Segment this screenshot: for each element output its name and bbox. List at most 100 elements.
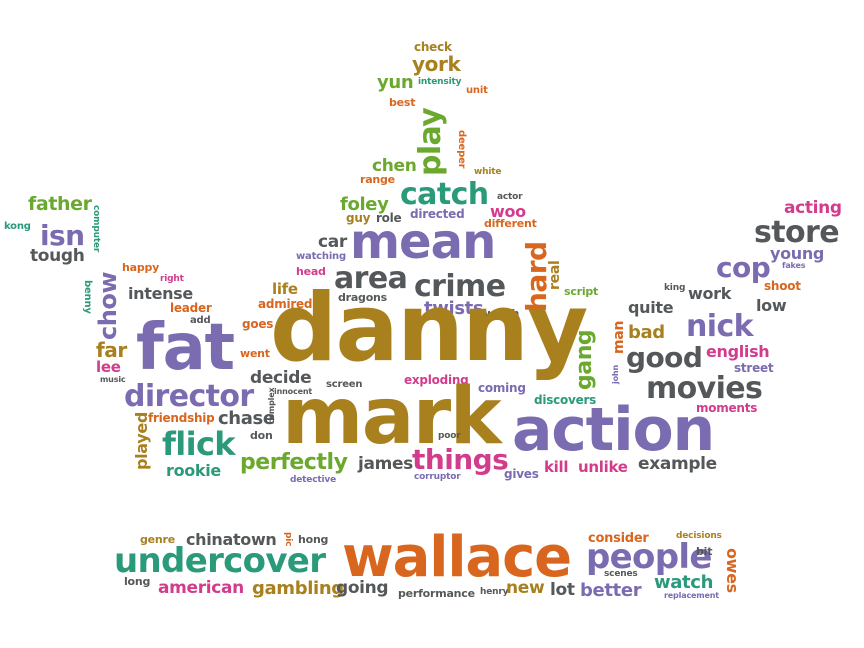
word-coming: coming — [478, 381, 526, 395]
word-kong: kong — [4, 221, 31, 232]
word-intensity: intensity — [418, 77, 462, 87]
word-fat: fat — [136, 311, 235, 385]
word-tough: tough — [30, 246, 85, 266]
word-moments: moments — [696, 401, 758, 415]
word-genre: genre — [140, 533, 175, 546]
word-york: york — [412, 52, 461, 76]
word-decide: decide — [250, 368, 312, 388]
word-different: different — [484, 217, 537, 230]
word-twists: twists — [424, 298, 484, 319]
word-best: best — [389, 96, 416, 109]
word-foley: foley — [340, 194, 389, 215]
word-gives: gives — [504, 467, 539, 481]
word-replacement: replacement — [664, 591, 719, 600]
word-area: area — [334, 261, 408, 296]
word-crime: crime — [414, 269, 506, 304]
word-example: example — [638, 454, 717, 474]
word-corruptor: corruptor — [414, 472, 461, 482]
word-store: store — [754, 215, 840, 250]
word-king: king — [664, 283, 686, 293]
word-guy: guy — [346, 211, 371, 225]
word-quite: quite — [628, 298, 674, 317]
word-street: street — [734, 361, 774, 375]
word-going: going — [336, 578, 389, 598]
word-computer: computer — [91, 205, 101, 253]
word-chen: chen — [372, 156, 417, 176]
word-lee: lee — [96, 358, 121, 376]
word-father: father — [28, 193, 92, 215]
word-long: long — [124, 575, 151, 588]
word-head: head — [296, 265, 326, 278]
word-fakes: fakes — [782, 261, 806, 270]
word-consider: consider — [588, 531, 649, 546]
word-watch: watch — [654, 572, 714, 593]
word-admired: admired — [258, 297, 313, 311]
word-innocent: innocent — [274, 387, 313, 396]
word-catch: catch — [400, 177, 489, 212]
word-worth: worth — [484, 307, 520, 320]
word-white: white — [474, 167, 502, 177]
word-unit: unit — [466, 85, 488, 96]
word-life: life — [272, 280, 298, 298]
word-english: english — [706, 342, 770, 361]
word-woo: woo — [490, 202, 526, 221]
word-leader: leader — [170, 301, 212, 315]
word-watching: watching — [296, 251, 346, 262]
word-unlike: unlike — [578, 458, 628, 476]
word-lot: lot — [550, 580, 575, 600]
word-happy: happy — [122, 261, 160, 274]
word-things: things — [412, 443, 509, 476]
word-went: went — [240, 347, 270, 360]
word-bad: bad — [628, 322, 665, 343]
word-music: music — [100, 375, 126, 384]
word-chinatown: chinatown — [186, 530, 277, 549]
word-people: people — [586, 537, 712, 577]
word-new: new — [506, 578, 545, 598]
word-screen: screen — [326, 379, 363, 390]
word-performance: performance — [398, 587, 475, 600]
word-flick: flick — [162, 425, 236, 463]
word-director: director — [124, 379, 254, 414]
word-chase: chase — [218, 408, 275, 429]
word-detective: detective — [290, 475, 337, 485]
word-exploding: exploding — [404, 373, 469, 387]
word-decisions: decisions — [676, 531, 722, 541]
word-henry: henry — [480, 587, 509, 597]
word-owes: owes — [723, 548, 742, 593]
word-script: script — [564, 285, 599, 298]
word-role: role — [376, 211, 402, 225]
word-acting: acting — [784, 198, 842, 218]
word-man: man — [611, 320, 627, 354]
word-better: better — [580, 580, 642, 601]
word-chow: chow — [94, 271, 122, 340]
word-young: young — [770, 244, 825, 263]
word-friendship: friendship — [148, 411, 215, 425]
word-poor: poor — [438, 431, 461, 441]
word-john: john — [611, 365, 620, 384]
word-action: action — [512, 395, 715, 465]
word-isn: isn — [40, 219, 85, 252]
word-directed: directed — [410, 207, 465, 221]
word-don: don — [250, 429, 273, 442]
word-mark: mark — [282, 372, 502, 462]
word-benny: benny — [82, 280, 93, 314]
word-mean: mean — [350, 214, 496, 270]
word-gang: gang — [572, 329, 597, 390]
word-good: good — [626, 341, 703, 374]
word-nick: nick — [686, 309, 754, 344]
word-add: add — [190, 315, 211, 326]
word-kill: kill — [544, 458, 569, 476]
word-low: low — [756, 296, 787, 315]
word-play: play — [413, 107, 448, 176]
word-gambling: gambling — [252, 578, 344, 599]
word-right: right — [160, 274, 184, 284]
word-deeper: deeper — [456, 130, 467, 169]
word-american: american — [158, 578, 244, 598]
word-undercover: undercover — [114, 541, 326, 581]
word-hong: hong — [298, 533, 329, 546]
word-far: far — [96, 338, 127, 362]
word-yun: yun — [377, 72, 414, 93]
word-shoot: shoot — [764, 279, 801, 293]
word-car: car — [318, 232, 347, 252]
